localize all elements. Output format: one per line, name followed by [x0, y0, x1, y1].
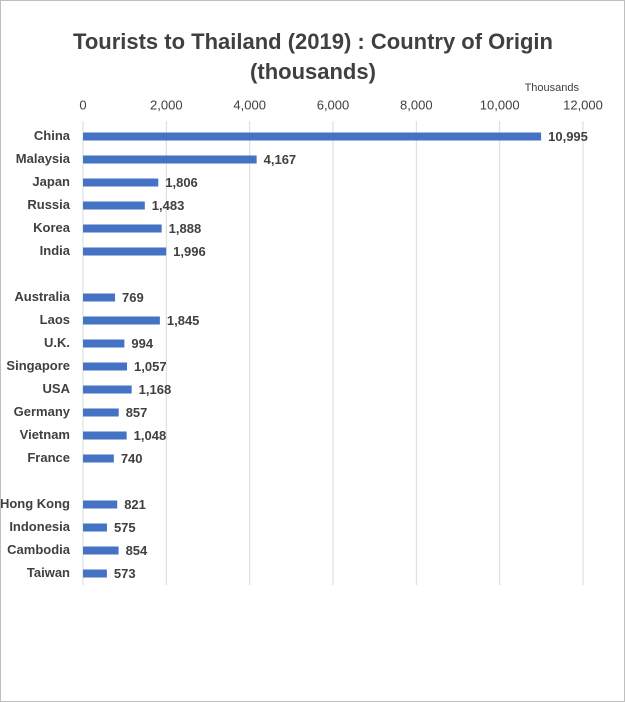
data-label: 740 — [121, 451, 143, 466]
x-tick-label: 4,000 — [233, 97, 266, 112]
y-tick-label: Singapore — [6, 358, 70, 373]
bar — [83, 362, 128, 371]
bar — [83, 454, 114, 463]
x-tick-label: 2,000 — [150, 97, 183, 112]
bar — [83, 224, 162, 233]
bar — [83, 155, 257, 164]
bar — [83, 247, 167, 256]
bar — [83, 431, 127, 440]
axis-unit: Thousands — [525, 82, 580, 94]
y-tick-label: Taiwan — [27, 565, 70, 580]
y-tick-label: Japan — [32, 174, 70, 189]
data-label: 573 — [114, 566, 136, 581]
data-label: 1,806 — [165, 175, 198, 190]
x-tick-label: 10,000 — [480, 97, 520, 112]
data-label: 821 — [124, 497, 146, 512]
data-label: 1,057 — [134, 359, 167, 374]
data-label: 1,168 — [139, 382, 172, 397]
bar — [83, 201, 145, 210]
y-tick-label: Malaysia — [16, 151, 71, 166]
data-label: 10,995 — [548, 129, 588, 144]
bar — [83, 316, 160, 325]
x-tick-label: 6,000 — [317, 97, 350, 112]
data-label: 994 — [131, 336, 153, 351]
bar — [83, 293, 116, 302]
y-tick-label: Australia — [14, 289, 70, 304]
y-tick-label: France — [27, 450, 70, 465]
y-tick-label: USA — [43, 381, 71, 396]
bar — [83, 408, 119, 417]
y-tick-label: Vietnam — [20, 427, 70, 442]
data-label: 1,996 — [173, 244, 206, 259]
y-tick-label: U.K. — [44, 335, 70, 350]
data-label: 1,483 — [152, 198, 185, 213]
x-tick-label: 12,000 — [563, 97, 603, 112]
bar — [83, 523, 107, 532]
data-label: 1,845 — [167, 313, 200, 328]
y-tick-label: Russia — [27, 197, 70, 212]
bar — [83, 178, 159, 187]
x-tick-label: 8,000 — [400, 97, 433, 112]
y-tick-label: Germany — [14, 404, 71, 419]
y-tick-label: Korea — [33, 220, 71, 235]
bar — [83, 500, 118, 509]
data-label: 854 — [126, 543, 148, 558]
bar — [83, 569, 107, 578]
y-tick-label: India — [40, 243, 71, 258]
data-label: 1,048 — [134, 428, 167, 443]
bar — [83, 339, 125, 348]
bar — [83, 546, 119, 555]
data-label: 4,167 — [264, 152, 297, 167]
data-label: 857 — [126, 405, 148, 420]
data-label: 575 — [114, 520, 136, 535]
data-label: 1,888 — [169, 221, 202, 236]
bar — [83, 132, 542, 141]
y-tick-label: Cambodia — [7, 542, 71, 557]
y-tick-label: Indonesia — [9, 519, 70, 534]
bar — [83, 385, 132, 394]
y-tick-label: China — [34, 128, 71, 143]
data-label: 769 — [122, 290, 144, 305]
y-tick-label: Laos — [40, 312, 70, 327]
chart-title: Tourists to Thailand (2019) : Country of… — [73, 29, 553, 84]
y-tick-label: Hong Kong — [1, 496, 70, 511]
x-tick-label: 0 — [79, 97, 86, 112]
